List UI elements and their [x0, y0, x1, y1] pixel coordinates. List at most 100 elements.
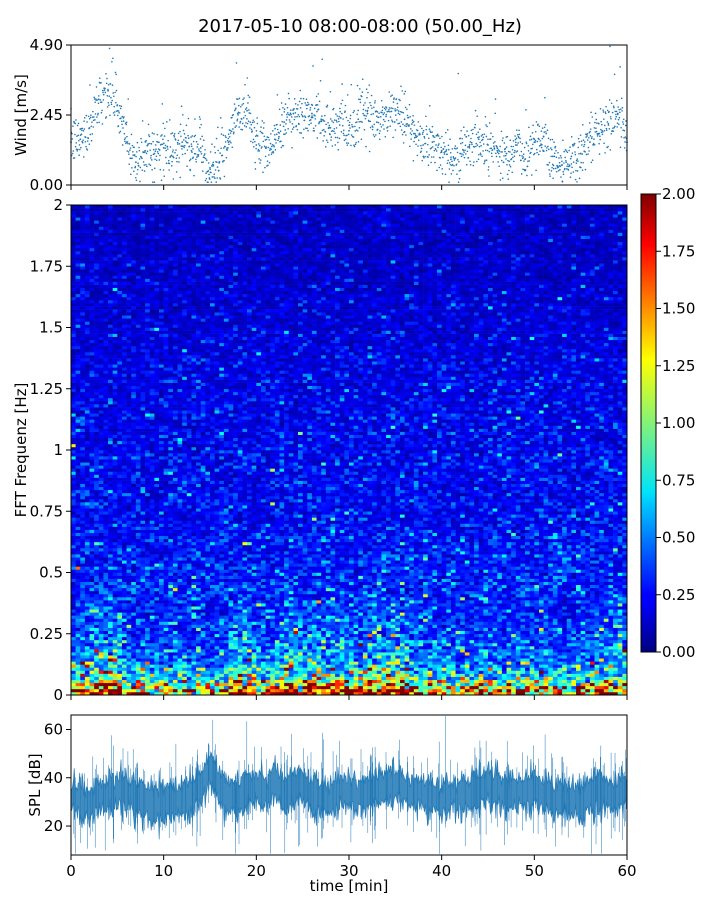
- wind-point: [251, 129, 253, 131]
- spectrogram-cell: [90, 239, 95, 242]
- spectrogram-cell: [108, 321, 113, 324]
- spectrogram-cell: [145, 343, 150, 346]
- spectrogram-cell: [141, 622, 146, 625]
- wind-point: [170, 146, 172, 148]
- wind-point: [190, 136, 192, 138]
- wind-point: [471, 144, 473, 146]
- wind-point: [337, 142, 339, 144]
- wind-point: [625, 136, 627, 138]
- wind-point: [273, 152, 275, 154]
- spectrogram-cell: [117, 530, 122, 533]
- spectrogram-cell: [80, 450, 85, 453]
- wind-point: [421, 160, 423, 162]
- spectrogram-cell: [127, 462, 132, 465]
- spectrogram-cell: [103, 355, 108, 358]
- spectrogram-cell: [131, 502, 136, 505]
- spectrogram-cell: [103, 334, 108, 337]
- wind-point: [195, 153, 197, 155]
- spectrogram-cell: [127, 358, 132, 361]
- wind-point: [270, 143, 272, 145]
- spectrogram-cell: [150, 600, 155, 603]
- spectrogram-cell: [99, 459, 104, 462]
- spectrogram-cell: [108, 315, 113, 318]
- spectrogram-cell: [90, 413, 95, 416]
- spectrogram-cell: [117, 490, 122, 493]
- spectrogram-cell: [113, 548, 118, 551]
- spectrogram-cell: [94, 392, 99, 395]
- spectrogram-cell: [136, 214, 141, 217]
- spectrogram-cell: [131, 291, 136, 294]
- spectrogram-cell: [113, 609, 118, 612]
- spectrogram-cell: [159, 664, 164, 667]
- spectrogram-cell: [150, 683, 155, 686]
- wind-point: [243, 97, 245, 99]
- spectrogram-cell: [85, 236, 90, 239]
- spectrogram-cell: [127, 300, 132, 303]
- spectrogram-cell: [154, 530, 159, 533]
- spectrogram-cell: [159, 444, 164, 447]
- spectrogram-cell: [145, 450, 150, 453]
- spectrogram-cell: [108, 582, 113, 585]
- spectrogram-cell: [117, 643, 122, 646]
- spectrogram-cell: [150, 426, 155, 429]
- spectrogram-cell: [159, 419, 164, 422]
- spectrogram-cell: [113, 355, 118, 358]
- wind-point: [234, 126, 236, 128]
- spectrogram-cell: [108, 530, 113, 533]
- wind-point: [325, 124, 327, 126]
- wind-point: [324, 115, 326, 117]
- spectrogram-cell: [113, 217, 118, 220]
- wind-point: [292, 128, 294, 130]
- spectrogram-cell: [85, 416, 90, 419]
- spectrogram-cell: [122, 689, 127, 692]
- wind-point: [286, 119, 288, 121]
- spectrogram-cell: [136, 361, 141, 364]
- spectrogram-cell: [145, 429, 150, 432]
- spectrogram-cell: [103, 312, 108, 315]
- spectrogram-cell: [122, 520, 127, 523]
- spectrogram-cell: [150, 484, 155, 487]
- spectrogram-cell: [90, 625, 95, 628]
- spectrogram-cell: [108, 364, 113, 367]
- wind-point: [504, 142, 506, 144]
- spectrogram-cell: [108, 554, 113, 557]
- spectrogram-cell: [113, 499, 118, 502]
- spectrogram-cell: [131, 233, 136, 236]
- spectrogram-cell: [99, 413, 104, 416]
- wind-point: [500, 172, 502, 174]
- spectrogram-cell: [127, 517, 132, 520]
- spectrogram-cell: [71, 496, 76, 499]
- spectrogram-cell: [145, 318, 150, 321]
- spectrogram-cell: [136, 254, 141, 257]
- wind-point: [82, 142, 84, 144]
- wind-point: [155, 148, 157, 150]
- wind-point: [367, 92, 369, 94]
- spectrogram-cell: [159, 597, 164, 600]
- spectrogram-cell: [131, 361, 136, 364]
- spectrogram-cell: [131, 438, 136, 441]
- spectrogram-cell: [108, 563, 113, 566]
- spectrogram-cell: [103, 478, 108, 481]
- wind-point: [552, 177, 554, 179]
- spectrogram-cell: [99, 569, 104, 572]
- wind-point: [319, 101, 321, 103]
- spectrogram-cell: [131, 637, 136, 640]
- spectrogram-cell: [113, 686, 118, 689]
- spectrogram-cell: [131, 373, 136, 376]
- spectrogram-cell: [71, 407, 76, 410]
- wind-point: [620, 146, 622, 148]
- spectrogram-cell: [76, 514, 81, 517]
- spectrogram-cell: [117, 392, 122, 395]
- spectrogram-cell: [85, 478, 90, 481]
- spectrogram-cell: [145, 484, 150, 487]
- spectrogram-cell: [85, 566, 90, 569]
- spectrogram-cell: [90, 208, 95, 211]
- spectrogram-cell: [159, 640, 164, 643]
- wind-point: [489, 151, 491, 153]
- wind-point: [468, 157, 470, 159]
- spectrogram-cell: [154, 226, 159, 229]
- spectrogram-cell: [94, 490, 99, 493]
- spectrogram-cell: [80, 413, 85, 416]
- spectrogram-cell: [150, 401, 155, 404]
- spectrogram-cell: [113, 377, 118, 380]
